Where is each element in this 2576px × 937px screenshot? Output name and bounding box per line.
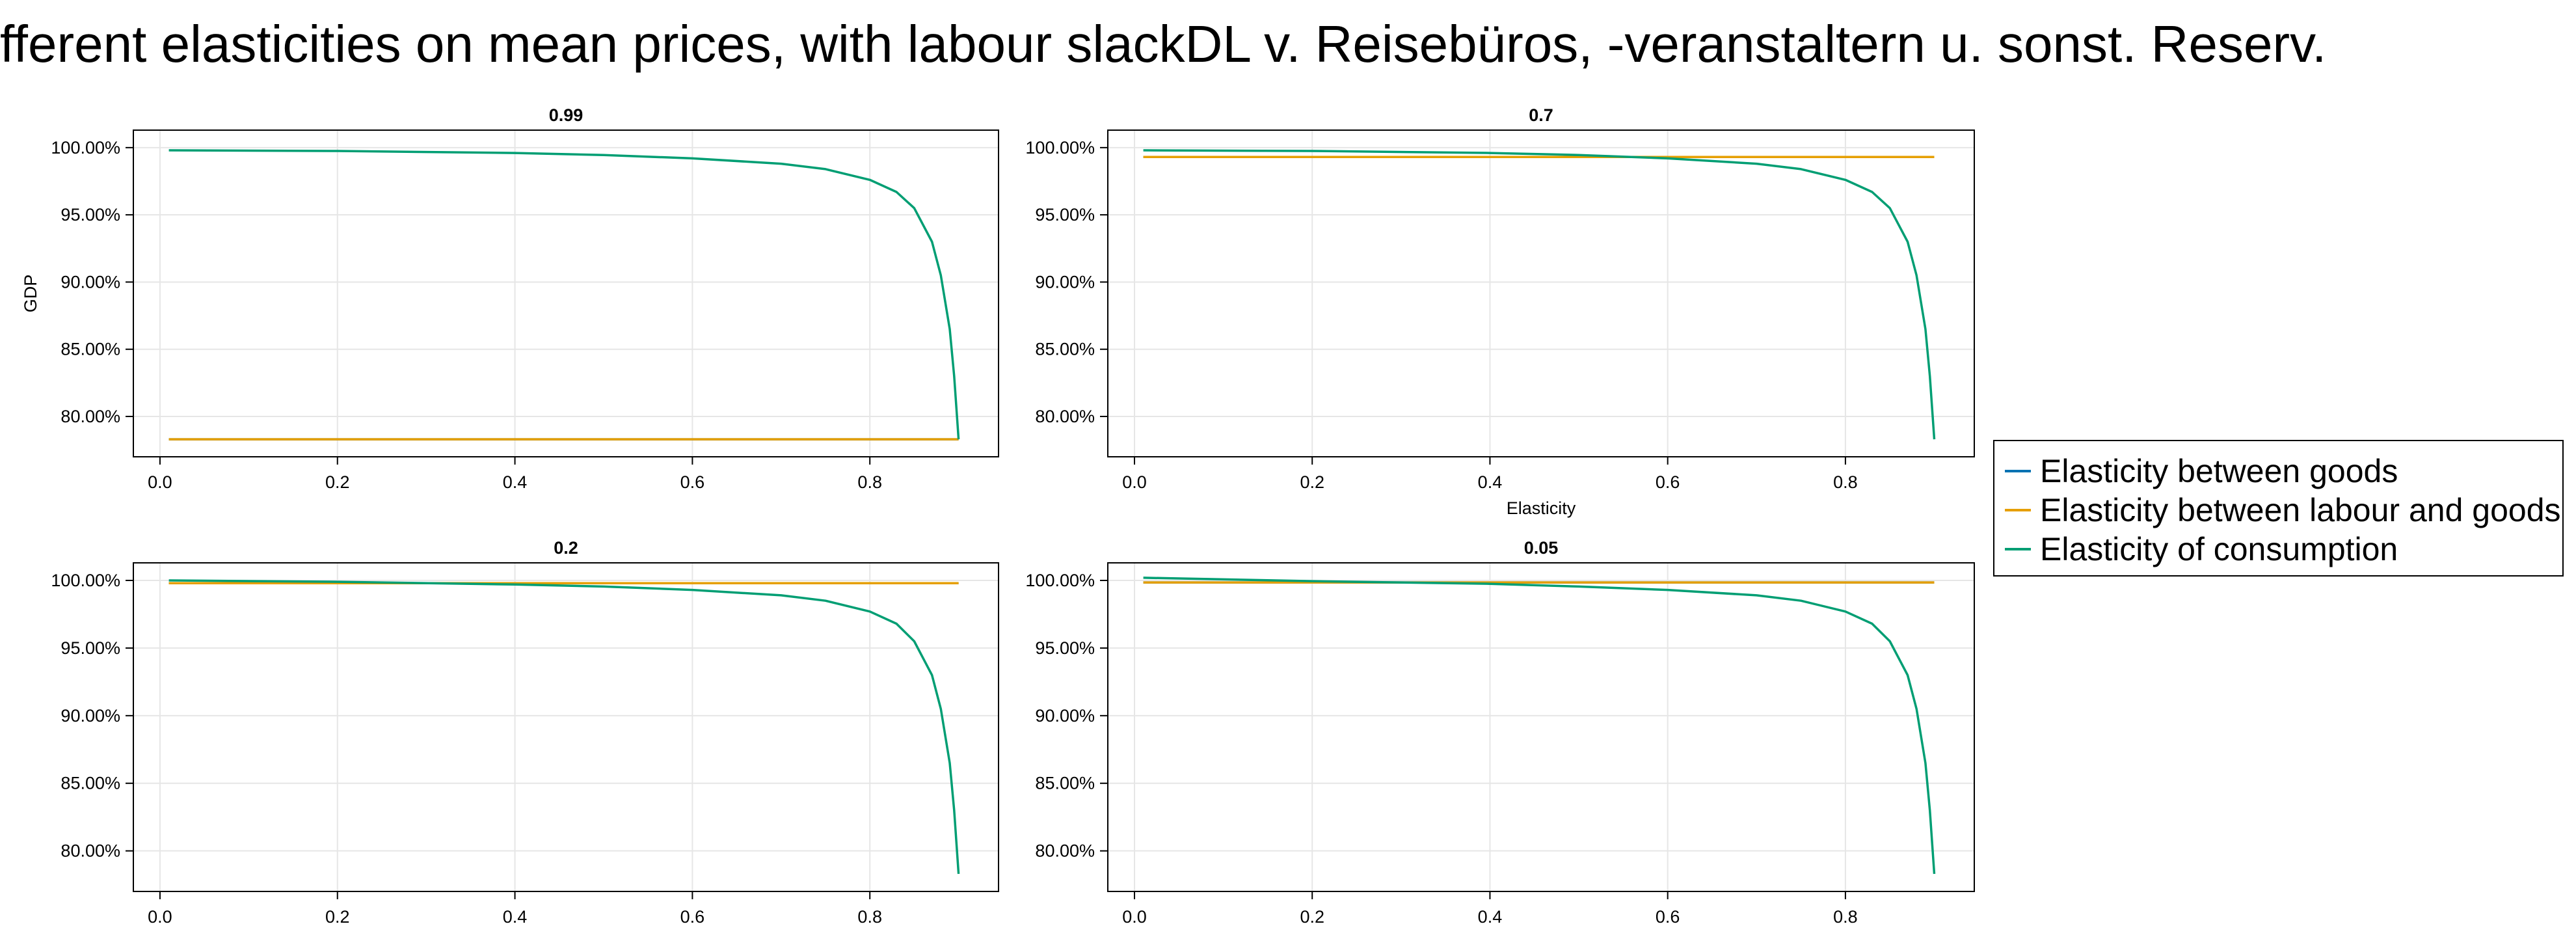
x-tick-label-0: 0.0 [148, 472, 172, 492]
plot-frame [133, 562, 999, 892]
series-line-2 [1143, 149, 1936, 440]
y-tick-label-3: 95.00% [1035, 205, 1095, 224]
x-tick-label-0: 0.0 [1122, 907, 1147, 927]
panel-title: 0.99 [549, 105, 584, 125]
y-tick-label-2: 90.00% [60, 272, 120, 292]
legend-item-labour-goods: Elasticity between labour and goods [2005, 489, 2561, 531]
panel-2: 0.0 0.2 0.4 0.6 0.8 80.00% 85.00% 90.00% 95.00% 1… [51, 538, 999, 927]
plot-frame [133, 129, 999, 457]
x-tick-label-4: 0.8 [1833, 907, 1858, 927]
y-tick-label-1: 85.00% [1035, 774, 1095, 793]
x-tick-label-4: 0.8 [857, 907, 882, 927]
x-tick-label-0: 0.0 [1122, 472, 1147, 492]
y-tick-label-4: 100.00% [51, 138, 120, 157]
series-line-2 [168, 149, 960, 440]
y-tick-label-3: 95.00% [60, 638, 120, 658]
y-tick-label-3: 95.00% [60, 205, 120, 224]
legend-label-goods: Elasticity between goods [2040, 453, 2398, 489]
legend-label-consumption: Elasticity of consumption [2040, 531, 2398, 567]
legend-swatch-labour-goods [2005, 509, 2031, 511]
series-line-2 [168, 579, 960, 875]
x-tick-label-1: 0.2 [325, 472, 350, 492]
x-tick-label-4: 0.8 [1833, 472, 1858, 492]
y-tick-label-4: 100.00% [1025, 138, 1095, 157]
panel-1: 0.0 0.2 0.4 0.6 0.8 80.00% 85.00% 90.00% 95.00% 1… [1025, 105, 1975, 518]
x-tick-label-3: 0.6 [1656, 472, 1680, 492]
x-tick-label-1: 0.2 [325, 907, 350, 927]
legend: Elasticity between goods Elasticity betw… [1993, 440, 2564, 577]
panel-0: 0.0 0.2 0.4 0.6 0.8 80.00% 85.00% 90.00% 95.00% 1… [21, 105, 999, 492]
plot-frame [1107, 129, 1975, 457]
x-tick-label-3: 0.6 [1656, 907, 1680, 927]
x-tick-label-2: 0.4 [1478, 907, 1503, 927]
legend-item-goods: Elasticity between goods [2005, 450, 2398, 492]
x-tick-label-3: 0.6 [680, 472, 705, 492]
plot-frame [1107, 562, 1975, 892]
panel-title: 0.05 [1524, 538, 1559, 558]
y-tick-label-0: 80.00% [60, 407, 120, 426]
y-tick-label-3: 95.00% [1035, 638, 1095, 658]
series-line-2 [1143, 577, 1936, 875]
x-tick-label-2: 0.4 [503, 472, 528, 492]
x-tick-label-2: 0.4 [503, 907, 528, 927]
x-tick-label-1: 0.2 [1300, 472, 1324, 492]
y-tick-label-1: 85.00% [1035, 340, 1095, 359]
legend-label-labour-goods: Elasticity between labour and goods [2040, 492, 2561, 528]
legend-swatch-consumption [2005, 548, 2031, 550]
y-tick-label-1: 85.00% [60, 340, 120, 359]
figure-title: fferent elasticities on mean prices, wit… [0, 15, 2327, 73]
x-tick-label-2: 0.4 [1478, 472, 1503, 492]
y-axis-label: GDP [21, 275, 40, 313]
y-tick-label-2: 90.00% [60, 706, 120, 726]
y-tick-label-2: 90.00% [1035, 272, 1095, 292]
legend-item-consumption: Elasticity of consumption [2005, 528, 2398, 570]
x-tick-label-4: 0.8 [857, 472, 882, 492]
legend-swatch-goods [2005, 470, 2031, 472]
y-tick-label-0: 80.00% [1035, 841, 1095, 861]
y-tick-label-4: 100.00% [51, 571, 120, 590]
panel-title: 0.7 [1529, 105, 1553, 125]
y-tick-label-4: 100.00% [1025, 571, 1095, 590]
y-tick-label-2: 90.00% [1035, 706, 1095, 726]
y-tick-label-1: 85.00% [60, 774, 120, 793]
panel-3: 0.0 0.2 0.4 0.6 0.8 80.00% 85.00% 90.00% 95.00% 1… [1025, 538, 1975, 927]
x-tick-label-1: 0.2 [1300, 907, 1324, 927]
y-tick-label-0: 80.00% [60, 841, 120, 861]
x-axis-label: Elasticity [1507, 498, 1576, 518]
x-tick-label-3: 0.6 [680, 907, 705, 927]
y-tick-label-0: 80.00% [1035, 407, 1095, 426]
panel-title: 0.2 [554, 538, 578, 558]
x-tick-label-0: 0.0 [148, 907, 172, 927]
